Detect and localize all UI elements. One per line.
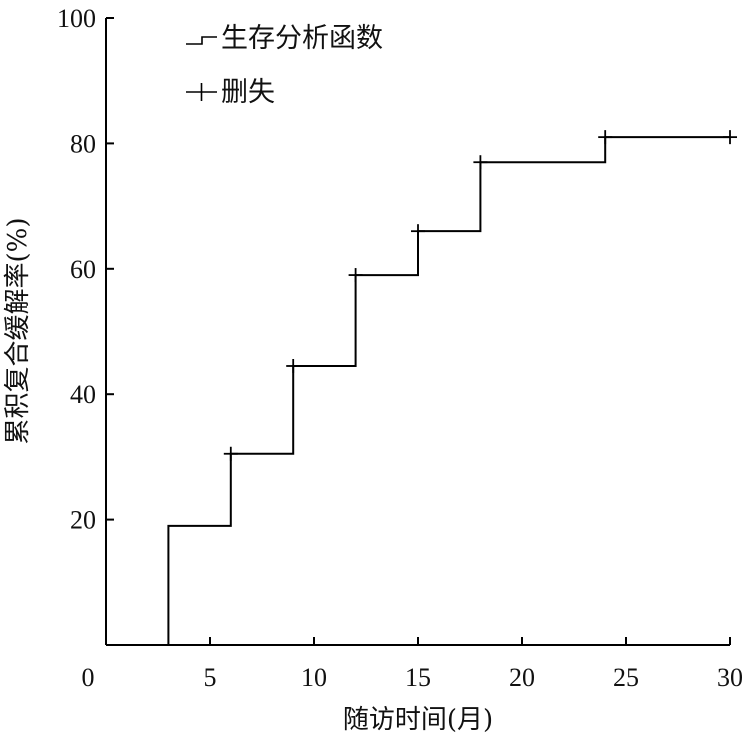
- x-tick-label-1: 5: [204, 663, 217, 692]
- x-tick-label-2: 10: [301, 663, 327, 692]
- legend-label-survival: 生存分析函数: [221, 23, 383, 54]
- censor-marker-0: [223, 446, 238, 461]
- censor-marker-4: [473, 155, 488, 170]
- legend: 生存分析函数 删失: [186, 23, 383, 108]
- censor-layer: [223, 130, 737, 461]
- x-ticks: 0 5 10 15 20 25 30: [82, 637, 743, 692]
- x-tick-label-5: 25: [613, 663, 639, 692]
- x-tick-label-0: 0: [82, 663, 95, 692]
- survival-step-line: [167, 136, 730, 645]
- censor-marker-3: [411, 224, 425, 239]
- y-tick-label-4: 100: [57, 4, 96, 33]
- series-layer: [167, 136, 730, 645]
- y-tick-label-1: 40: [70, 380, 96, 409]
- x-tick-label-6: 30: [717, 663, 743, 692]
- legend-label-censored: 删失: [221, 77, 275, 108]
- y-ticks: 20 40 60 80 100: [57, 4, 114, 535]
- y-tick-label-2: 60: [70, 255, 96, 284]
- legend-step-icon: [186, 36, 217, 45]
- x-axis-title: 随访时间(月): [343, 705, 493, 735]
- censor-marker-6: [723, 130, 737, 145]
- censor-marker-5: [598, 130, 613, 145]
- censor-marker-1: [286, 358, 301, 373]
- y-tick-label-0: 20: [70, 506, 96, 535]
- y-axis-title: 累积复合缓解率(%): [3, 218, 33, 445]
- plot-area: 20 40 60 80 100 0 5 10 15 20 25 30: [57, 4, 743, 692]
- y-tick-label-3: 80: [70, 129, 96, 158]
- censor-marker-2: [348, 268, 363, 283]
- x-tick-label-4: 20: [509, 663, 535, 692]
- x-tick-label-3: 15: [405, 663, 431, 692]
